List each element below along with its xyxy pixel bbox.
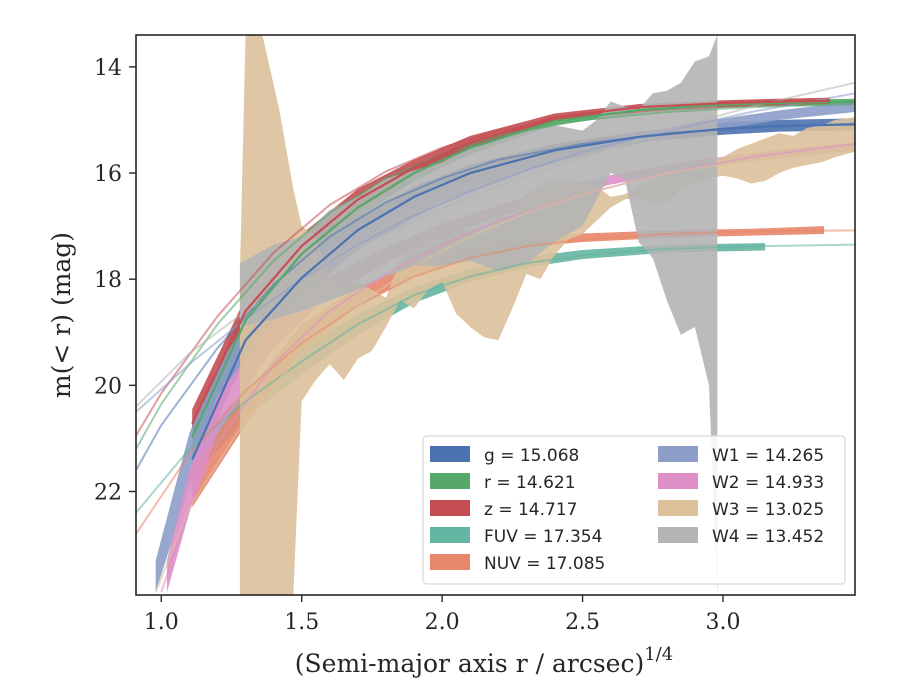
legend-item-w2: W2 = 14.933: [658, 473, 824, 493]
x-tick-label: 2.5: [565, 610, 600, 635]
band-w4: [239, 35, 718, 595]
x-axis-label: (Semi-major axis r / arcsec)1/4: [295, 644, 673, 678]
legend-label: W2 = 14.933: [712, 473, 824, 493]
y-tick-label: 22: [94, 480, 122, 505]
legend-label: NUV = 17.085: [484, 554, 605, 574]
x-tick-label: 3.0: [705, 610, 740, 635]
legend-label: r = 14.621: [484, 473, 576, 493]
legend-box: [422, 435, 846, 585]
y-tick-label: 16: [94, 162, 122, 187]
legend-swatch: [430, 500, 470, 516]
legend: g = 15.068 r = 14.621 z = 14.717 FUV = 17.3…: [422, 435, 846, 585]
legend-swatch: [430, 554, 470, 570]
measured-profiles: [191, 99, 855, 461]
profile-line-z: [191, 99, 830, 425]
legend-label: W1 = 14.265: [712, 446, 824, 466]
legend-item-nuv: NUV = 17.085: [430, 554, 605, 574]
fit-curves: [136, 81, 855, 593]
legend-item-g: g = 15.068: [430, 446, 579, 466]
legend-label: W4 = 13.452: [712, 527, 824, 547]
legend-swatch: [430, 446, 470, 462]
legend-swatch: [658, 446, 698, 462]
x-tick-label: 1.0: [144, 610, 179, 635]
legend-item-w1: W1 = 14.265: [658, 446, 824, 466]
legend-item-z: z = 14.717: [430, 500, 577, 520]
plot-frame: [135, 34, 856, 596]
legend-label: FUV = 17.354: [484, 527, 602, 547]
legend-swatch: [658, 527, 698, 543]
profile-line-r: [191, 100, 855, 438]
x-tick-label: 2.0: [425, 610, 460, 635]
legend-swatch: [430, 473, 470, 489]
legend-swatch: [658, 473, 698, 489]
legend-label: z = 14.717: [484, 500, 577, 520]
fit-line-r: [136, 103, 855, 450]
legend-item-fuv: FUV = 17.354: [430, 527, 602, 547]
legend-swatch: [430, 527, 470, 543]
legend-item-w3: W3 = 13.025: [658, 500, 824, 520]
fit-line-nuv: [136, 229, 855, 535]
legend-label: W3 = 13.025: [712, 500, 824, 520]
legend-item-w4: W4 = 13.452: [658, 527, 824, 547]
legend-label: g = 15.068: [484, 446, 579, 466]
y-tick-label: 14: [94, 56, 122, 81]
y-axis-label: m(< r) (mag): [47, 232, 76, 398]
y-axis-ticks: 14 16 18 20 22: [94, 56, 136, 505]
fit-line-w4: [136, 81, 855, 408]
y-tick-label: 20: [94, 374, 122, 399]
profile-line-g: [191, 123, 855, 461]
fit-line-w3: [154, 145, 855, 593]
legend-swatch: [658, 500, 698, 516]
legend-item-r: r = 14.621: [430, 473, 576, 493]
x-tick-label: 1.5: [284, 610, 319, 635]
fit-line-fuv: [136, 243, 855, 514]
x-axis-ticks: 1.0 1.5 2.0 2.5 3.0: [144, 595, 740, 635]
fit-line-z: [136, 101, 830, 437]
y-tick-label: 18: [94, 268, 122, 293]
